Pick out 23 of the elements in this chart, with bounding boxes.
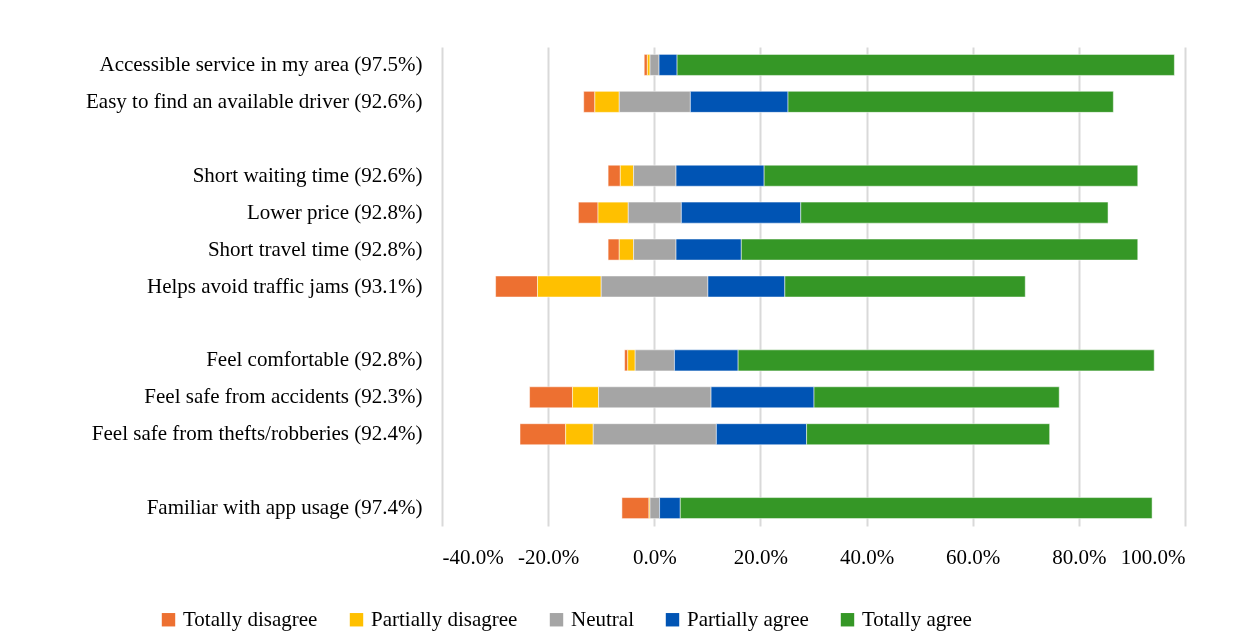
x-tick-label: 60.0% bbox=[946, 544, 1001, 569]
y-tick-label: Lower price (92.8%) bbox=[246, 199, 423, 224]
y-tick-label: Feel safe from thefts/robberies (92.4%) bbox=[91, 421, 423, 446]
legend-label: Partially agree bbox=[687, 606, 809, 631]
x-tick-label: 40.0% bbox=[839, 544, 895, 569]
y-tick-label: Easy to find an available driver (92.6%) bbox=[86, 88, 423, 113]
y-tick-label: Familiar with app usage (97.4%) bbox=[146, 495, 423, 520]
y-tick-label: Accessible service in my area (97.5%) bbox=[99, 51, 423, 76]
y-tick-label: Feel safe from accidents (92.3%) bbox=[144, 384, 423, 409]
x-tick-label: 80.0% bbox=[1052, 544, 1107, 569]
legend-label: Totally disagree bbox=[183, 606, 318, 631]
x-tick-label: 100.0% bbox=[1120, 544, 1186, 569]
x-tick-label: 20.0% bbox=[733, 544, 789, 569]
legend-label: Partially disagree bbox=[371, 606, 518, 631]
x-tick-label: 0.0% bbox=[632, 544, 677, 569]
y-tick-label: Short waiting time (92.6%) bbox=[192, 162, 423, 187]
x-tick-label: -20.0% bbox=[518, 544, 580, 569]
y-tick-label: Helps avoid traffic jams (93.1%) bbox=[147, 273, 423, 298]
legend-label: Neutral bbox=[571, 606, 635, 631]
y-tick-label: Feel comfortable (92.8%) bbox=[206, 347, 423, 372]
y-tick-label: Short travel time (92.8%) bbox=[207, 236, 423, 261]
legend-label: Totally agree bbox=[862, 606, 972, 631]
x-tick-label: -40.0% bbox=[442, 544, 504, 569]
